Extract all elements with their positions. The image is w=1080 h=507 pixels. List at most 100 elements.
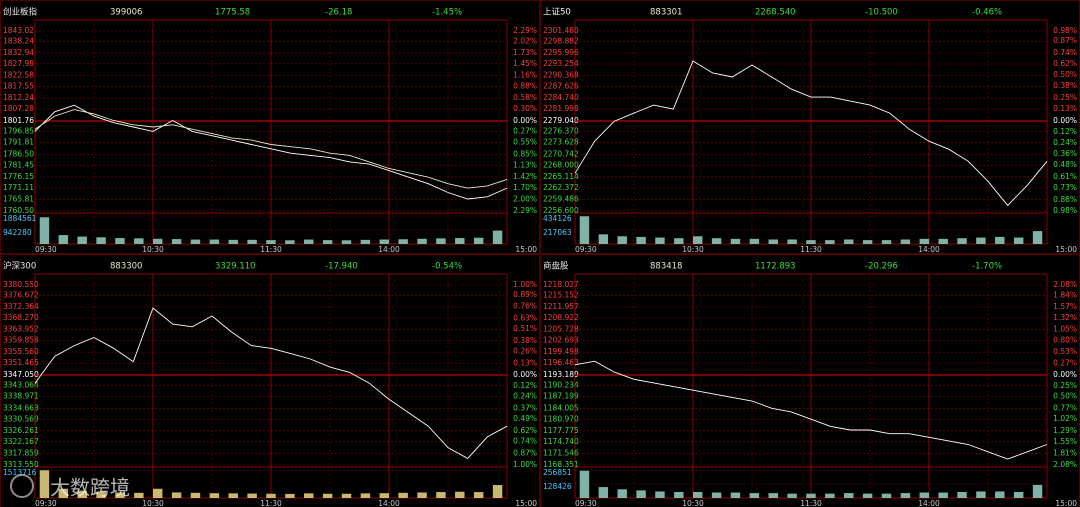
y-tick-label: 2293.254 xyxy=(543,59,579,68)
y2-tick-label: 0.88% xyxy=(513,81,537,90)
index-change: -20.296 xyxy=(865,262,898,272)
y-tick-label: 1843.02 xyxy=(3,26,34,35)
volume-bar xyxy=(749,238,760,244)
x-tick-label: 10:30 xyxy=(682,245,704,254)
volume-bar xyxy=(360,239,371,244)
volume-bar xyxy=(322,493,333,498)
y-tick-label: 3363.952 xyxy=(3,325,39,334)
price-line xyxy=(34,307,508,459)
volume-bar xyxy=(455,491,465,498)
y2-tick-label: 1.73% xyxy=(513,48,537,57)
volume-bar xyxy=(636,490,646,498)
y-tick-label: 2284.740 xyxy=(543,93,579,102)
volume-bar xyxy=(862,240,873,244)
volume-bar xyxy=(844,493,854,498)
volume-bar xyxy=(579,216,590,244)
y2-tick-label: 1.02% xyxy=(1053,414,1077,423)
index-change: -10.500 xyxy=(865,8,898,18)
volume-bar xyxy=(976,491,986,498)
volume-bar xyxy=(398,239,408,244)
y-tick-label: 1205.728 xyxy=(543,325,579,334)
volume-bar xyxy=(436,238,446,244)
y-tick-label: 3330.569 xyxy=(3,414,39,423)
volume-bar xyxy=(360,493,371,498)
volume-bar xyxy=(787,493,797,498)
y2-tick-label: 0.12% xyxy=(513,381,537,390)
y-tick-label: 1776.15 xyxy=(3,172,34,181)
y2-tick-label: 0.27% xyxy=(1053,358,1077,367)
y-tick-label: 1781.45 xyxy=(3,160,34,169)
volume-bar xyxy=(153,488,163,498)
volume-tick-label: 942280 xyxy=(3,228,32,237)
y-tick-label: 3380.550 xyxy=(3,280,39,289)
volume-bar xyxy=(900,239,911,244)
volume-bar xyxy=(862,493,873,498)
index-code: 883300 xyxy=(110,262,142,272)
volume-bar xyxy=(209,493,220,498)
y-tick-label: 1215.152 xyxy=(543,290,579,299)
y2-tick-label: 0.25% xyxy=(1053,93,1077,102)
volume-bar xyxy=(134,238,144,244)
y-tick-label: 1202.693 xyxy=(543,336,579,345)
volume-bar xyxy=(881,240,892,244)
y2-tick-label: 1.55% xyxy=(1053,437,1077,446)
index-change-pct: -0.54% xyxy=(432,262,462,272)
y-tick-label: 3372.364 xyxy=(3,302,39,311)
y2-tick-label: 0.00% xyxy=(513,370,537,379)
y-tick-label: 1817.55 xyxy=(3,82,34,91)
volume-bar xyxy=(617,236,627,244)
volume-bar xyxy=(617,489,627,498)
index-name: 沪深300 xyxy=(3,261,36,272)
volume-tick-label: 434126 xyxy=(543,214,572,223)
panel-frame xyxy=(540,0,1080,254)
y-tick-label: 1180.970 xyxy=(543,414,579,423)
volume-bar xyxy=(96,491,106,498)
x-tick-label: 14:00 xyxy=(918,245,940,254)
y-tick-label: 2259.486 xyxy=(543,194,579,203)
y-tick-label: 3368.270 xyxy=(3,313,39,322)
panel-frame xyxy=(540,254,1080,507)
y2-tick-label: 0.36% xyxy=(1053,149,1077,158)
volume-bar xyxy=(957,238,967,244)
y-tick-label: 3359.858 xyxy=(3,336,39,345)
y2-tick-label: 0.50% xyxy=(1053,70,1077,79)
y-tick-label: 2276.370 xyxy=(543,127,579,136)
y-tick-label: 2295.996 xyxy=(543,48,579,57)
y2-tick-label: 1.00% xyxy=(513,460,537,469)
y2-tick-label: 0.87% xyxy=(1053,36,1077,45)
volume-bar xyxy=(247,493,257,498)
y-tick-label: 3343.064 xyxy=(3,381,39,390)
y2-tick-label: 0.00% xyxy=(1053,370,1077,379)
index-change: -17.940 xyxy=(325,262,358,272)
y-tick-label: 2298.882 xyxy=(543,36,579,45)
y2-tick-label: 0.98% xyxy=(1053,26,1077,35)
volume-bar xyxy=(1013,492,1024,498)
panel-frame xyxy=(0,254,540,507)
volume-bar xyxy=(455,238,465,244)
volume-bar xyxy=(938,238,948,244)
volume-bar xyxy=(341,493,352,498)
volume-bar xyxy=(995,236,1005,244)
volume-bar xyxy=(881,493,892,498)
y-tick-label: 2290.368 xyxy=(543,71,579,80)
x-tick-label: 11:30 xyxy=(260,499,282,507)
volume-bar xyxy=(304,239,314,244)
y2-tick-label: 0.62% xyxy=(513,426,537,435)
volume-bar xyxy=(190,239,201,244)
y2-tick-label: 0.38% xyxy=(513,336,537,345)
volume-bar xyxy=(228,493,238,498)
x-tick-label: 11:30 xyxy=(260,245,282,254)
y-tick-label: 3322.167 xyxy=(3,437,39,446)
volume-bar xyxy=(768,493,778,498)
y2-tick-label: 0.58% xyxy=(513,93,537,102)
y-tick-label: 1812.24 xyxy=(3,93,34,102)
index-code: 883418 xyxy=(650,262,682,272)
y-tick-label: 2256.600 xyxy=(543,206,579,215)
y2-tick-label: 0.87% xyxy=(513,448,537,457)
volume-tick-label: 128426 xyxy=(543,482,572,491)
y-tick-label: 3355.560 xyxy=(3,347,39,356)
y2-tick-label: 0.51% xyxy=(513,324,537,333)
y-tick-label: 1786.50 xyxy=(3,149,34,158)
volume-bar xyxy=(436,492,446,498)
index-change-pct: -1.70% xyxy=(972,262,1002,272)
